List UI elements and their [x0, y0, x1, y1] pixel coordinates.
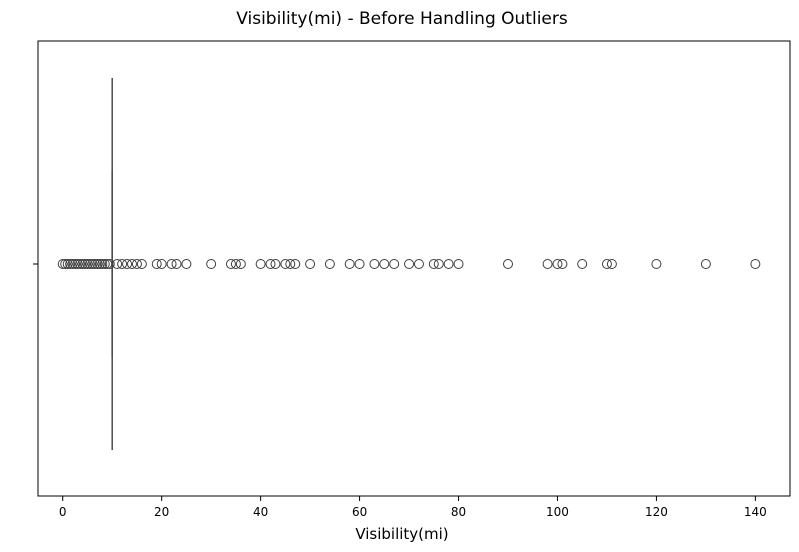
outlier-point: [344, 259, 355, 269]
outlier-point: [404, 259, 415, 269]
outlier-point: [324, 259, 335, 269]
outlier-point: [122, 259, 133, 269]
outlier-point: [62, 259, 73, 269]
outlier-point: [700, 259, 711, 269]
outlier-point: [77, 259, 88, 269]
outlier-point: [235, 259, 246, 269]
outlier-point: [80, 259, 90, 269]
x-tick-label: 0: [59, 505, 67, 519]
x-tick-label: 80: [451, 505, 466, 519]
outlier-point: [557, 259, 568, 269]
outlier-point: [166, 259, 177, 269]
outlier-point: [305, 259, 316, 269]
outlier-point: [428, 259, 439, 269]
outlier-point: [379, 259, 390, 269]
outlier-point: [285, 259, 296, 269]
outlier-point: [181, 259, 192, 269]
outlier-point: [65, 259, 76, 269]
outlier-point: [127, 259, 137, 269]
x-tick-label: 100: [546, 505, 569, 519]
outlier-point: [117, 259, 128, 269]
outlier-point: [70, 259, 81, 269]
outlier-point: [413, 259, 424, 269]
outlier-point: [270, 259, 281, 269]
chart-axes: 0 20 40 60 80 100 120 140: [33, 263, 767, 519]
outlier-point: [171, 259, 182, 269]
outlier-point: [443, 259, 454, 269]
outlier-point: [136, 259, 147, 269]
outlier-point: [84, 259, 95, 269]
outlier-point: [57, 259, 68, 269]
plot-area: [37, 40, 791, 497]
outlier-point: [112, 259, 123, 269]
outlier-point: [601, 259, 612, 269]
outlier-point: [577, 259, 588, 269]
outlier-point: [542, 259, 553, 269]
chart-title: Visibility(mi) - Before Handling Outlier…: [236, 9, 568, 29]
outlier-point: [280, 259, 291, 269]
outlier-point: [89, 259, 100, 269]
outlier-point: [97, 259, 108, 269]
x-axis-label: Visibility(mi): [355, 525, 448, 543]
outlier-point: [94, 259, 105, 269]
outlier-point: [87, 259, 98, 269]
outlier-point: [265, 259, 276, 269]
outlier-point: [354, 259, 365, 269]
outlier-point: [60, 259, 71, 269]
outlier-point: [290, 259, 301, 269]
outlier-point: [369, 259, 380, 269]
outlier-point: [230, 259, 241, 269]
outlier-point: [82, 259, 93, 269]
outlier-point: [389, 259, 400, 269]
outlier-point: [206, 259, 217, 269]
outlier-point: [255, 259, 266, 269]
outlier-point: [151, 259, 162, 269]
outlier-point: [102, 259, 113, 269]
outlier-point: [503, 259, 513, 269]
outlier-point: [92, 259, 103, 269]
outlier-point: [67, 259, 78, 269]
outlier-point: [104, 259, 115, 269]
x-tick-label: 40: [253, 505, 268, 519]
outlier-point: [552, 259, 563, 269]
outlier-point: [750, 259, 761, 269]
x-tick-label: 20: [154, 505, 169, 519]
outlier-point: [156, 259, 167, 269]
outlier-point: [606, 259, 617, 269]
outlier-point: [72, 259, 83, 269]
x-tick-label: 60: [352, 505, 367, 519]
outlier-point: [453, 259, 464, 269]
outlier-point: [99, 259, 110, 269]
chart-marks: [57, 78, 761, 450]
outlier-point: [131, 259, 142, 269]
outlier-point: [75, 259, 86, 269]
outlier-point: [225, 259, 236, 269]
x-tick-label: 120: [645, 505, 668, 519]
x-tick-label: 140: [744, 505, 767, 519]
outlier-point: [651, 259, 662, 269]
outlier-point: [433, 259, 444, 269]
